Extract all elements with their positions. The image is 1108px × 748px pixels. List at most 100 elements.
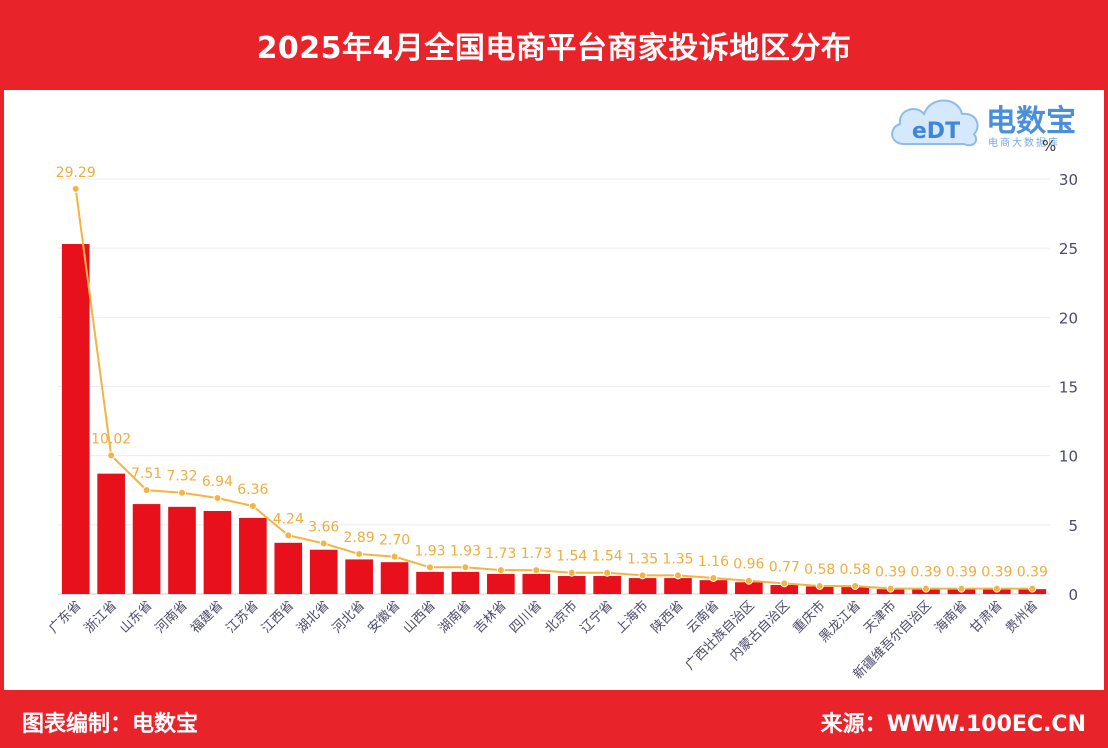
- logo: eDT 电数宝 电商大数据库: [886, 90, 1096, 154]
- footer-source: 来源：WWW.100EC.CN: [820, 712, 1086, 737]
- y-tick-label: 25: [1059, 240, 1078, 258]
- bar: [451, 571, 480, 594]
- line-point: [744, 576, 753, 585]
- x-tick-label: 北京市: [542, 598, 581, 637]
- y-tick-label: 0: [1068, 586, 1078, 604]
- bar: [97, 473, 125, 594]
- data-label: 1.73: [485, 546, 516, 562]
- bar: [557, 576, 586, 594]
- line-point: [567, 568, 576, 577]
- bar: [628, 578, 657, 594]
- data-label: 1.93: [450, 543, 481, 559]
- y-axis-unit: %: [1042, 137, 1057, 155]
- x-tick-label: 河北省: [330, 598, 368, 636]
- bar: [841, 587, 869, 594]
- left-border: [0, 90, 4, 690]
- logo-icon-text: eDT: [912, 119, 960, 144]
- line-point: [922, 584, 930, 593]
- x-tick-label: 吉林省: [471, 598, 509, 636]
- bar: [699, 580, 728, 594]
- line-point: [957, 584, 966, 593]
- bar: [132, 504, 161, 594]
- data-label: 0.39: [981, 565, 1012, 581]
- x-tick-label: 山东省: [117, 598, 155, 636]
- line-point: [992, 584, 1001, 593]
- y-tick-label: 15: [1059, 379, 1078, 397]
- data-label: 4.24: [273, 511, 304, 527]
- line-point: [851, 581, 860, 590]
- line-point: [603, 568, 612, 577]
- line-point: [213, 493, 222, 502]
- line-point: [886, 584, 895, 593]
- bar: [345, 559, 373, 594]
- bar: [735, 582, 763, 594]
- x-tick-label: 陕西省: [649, 598, 687, 636]
- chart-title: 2025年4月全国电商平台商家投诉地区分布: [0, 0, 1108, 90]
- data-label: 0.39: [875, 565, 906, 581]
- line-point: [461, 563, 470, 572]
- data-label: 1.73: [521, 546, 552, 562]
- bar: [416, 571, 444, 594]
- bar: [168, 506, 196, 594]
- bar: [664, 578, 692, 594]
- data-label: 29.29: [56, 165, 96, 181]
- x-tick-label: 江苏省: [223, 598, 262, 637]
- right-border: [1104, 90, 1108, 690]
- data-label: 1.35: [627, 551, 658, 567]
- data-label: 1.54: [592, 549, 623, 565]
- data-label: 7.32: [166, 469, 197, 485]
- bar: [805, 586, 834, 594]
- series-line: [74, 188, 1033, 590]
- bar: [61, 244, 90, 594]
- data-label: 0.58: [840, 562, 871, 578]
- bar: [522, 573, 551, 594]
- line-point: [107, 451, 116, 460]
- bar: [770, 585, 799, 594]
- data-label: 0.58: [804, 562, 835, 578]
- bar: [487, 573, 515, 594]
- line-point: [178, 488, 186, 497]
- footer-credit: 图表编制：电数宝: [22, 712, 199, 737]
- data-label: 7.51: [131, 466, 162, 482]
- y-tick-label: 10: [1059, 448, 1078, 466]
- data-label: 2.70: [379, 533, 410, 549]
- x-tick-label: 湖南省: [435, 598, 474, 637]
- line-point: [532, 566, 541, 575]
- data-label: 1.35: [662, 551, 693, 567]
- line-point: [674, 571, 682, 580]
- y-tick-label: 5: [1068, 517, 1078, 535]
- line-point: [780, 579, 789, 588]
- line-point: [248, 502, 257, 511]
- x-tick-label: 上海市: [612, 598, 651, 637]
- x-tick-label: 海南省: [931, 598, 970, 637]
- line-point: [638, 571, 647, 580]
- x-tick-label: 湖北省: [294, 598, 332, 636]
- y-tick-label: 20: [1059, 309, 1078, 327]
- data-label: 3.66: [308, 519, 339, 535]
- x-tick-label: 辽宁省: [577, 598, 616, 637]
- data-label: 0.39: [910, 565, 941, 581]
- data-label: 0.39: [1017, 565, 1048, 581]
- line-point: [426, 563, 434, 572]
- bar: [203, 511, 232, 594]
- data-label: 1.16: [698, 554, 729, 570]
- line-point: [709, 573, 718, 582]
- x-tick-label: 安徽省: [365, 598, 403, 636]
- x-tick-label: 福建省: [188, 598, 226, 636]
- x-tick-label: 贵州省: [1003, 598, 1041, 636]
- line-point: [71, 184, 80, 193]
- bar: [309, 549, 338, 594]
- x-tick-label: 江西省: [259, 598, 297, 636]
- bar: [274, 542, 303, 594]
- cloud-logo-icon: eDT: [891, 99, 979, 147]
- data-label: 1.54: [556, 549, 587, 565]
- x-tick-label: 甘肃省: [967, 598, 1005, 636]
- data-label: 6.94: [202, 474, 233, 490]
- line-point: [284, 531, 293, 540]
- y-tick-label: 30: [1059, 171, 1078, 189]
- line-point: [319, 539, 328, 548]
- line-point: [142, 486, 151, 495]
- data-label: 0.39: [946, 565, 977, 581]
- data-label: 6.36: [237, 482, 268, 498]
